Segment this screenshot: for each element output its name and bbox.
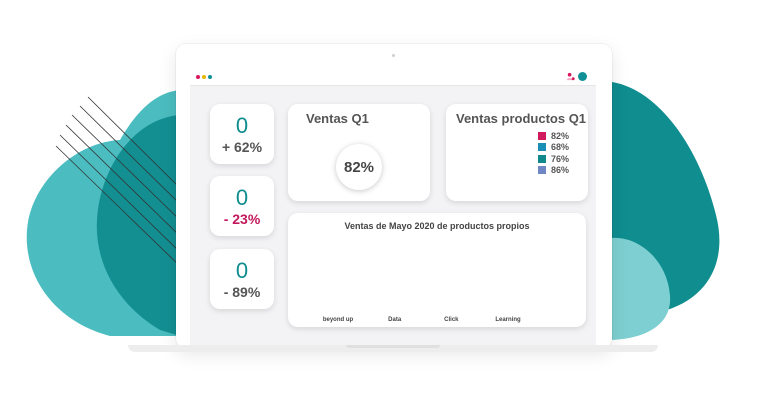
stat-card-1: 0 + 62%: [210, 104, 274, 164]
stat-value: 0: [235, 185, 249, 210]
ventas-q1-card: Ventas Q1 82%: [288, 104, 430, 201]
avatar-icon[interactable]: [578, 72, 587, 81]
legend-swatch: [538, 154, 546, 163]
stat-value: 0: [235, 113, 249, 138]
stat-change: + 62%: [221, 139, 263, 155]
stat-value: 0: [235, 258, 249, 283]
legend-label: 76%: [551, 153, 570, 164]
legend-swatch: [538, 143, 546, 152]
legend-label: 82%: [551, 130, 570, 141]
legend-label: 86%: [551, 165, 570, 176]
x-tick-label: Data: [388, 317, 402, 323]
window-dot-teal: [208, 75, 212, 79]
legend-label: 68%: [551, 142, 570, 153]
x-tick-label: beyond up: [323, 317, 354, 323]
legend-swatch: [538, 166, 546, 175]
card-title: Ventas productos Q1: [456, 111, 587, 126]
laptop-base: [128, 345, 658, 352]
stat-card-2: 0 - 23%: [210, 176, 274, 236]
legend: 82% 68% 76% 86%: [538, 130, 569, 176]
legend-item: 68%: [538, 142, 569, 154]
diagonal-lines: [55, 96, 185, 271]
user-notification-icon[interactable]: [566, 72, 575, 81]
chart-title: Ventas de Mayo 2020 de productos propios: [344, 221, 530, 231]
card-title: Ventas Q1: [306, 111, 369, 126]
x-tick-label: Learning: [495, 317, 521, 323]
camera-dot: [392, 54, 395, 57]
ventas-mayo-chart-card: Ventas de Mayo 2020 de productos propios…: [288, 213, 586, 327]
legend-item: 76%: [538, 153, 569, 165]
bar-chart: beyond up Data Click Learning: [323, 317, 521, 323]
window-dot-red: [196, 75, 200, 79]
legend-item: 82%: [538, 130, 569, 142]
window-dot-yellow: [202, 75, 206, 79]
dashboard-screen: 0 + 62% 0 - 23% 0 - 89% Ventas Q1 82% Ve…: [190, 66, 596, 348]
stat-change: - 89%: [223, 284, 261, 300]
legend-item: 86%: [538, 165, 569, 177]
gauge-indicator: 82%: [336, 144, 382, 190]
stat-change: - 23%: [223, 211, 261, 227]
legend-swatch: [538, 131, 546, 140]
ventas-productos-card: Ventas productos Q1 82% 68% 76% 86%: [446, 104, 588, 201]
stat-card-3: 0 - 89%: [210, 249, 274, 309]
laptop-notch: [346, 345, 440, 348]
x-tick-label: Click: [444, 317, 459, 323]
window-topbar: [190, 66, 596, 86]
right-blob-light: [612, 237, 671, 340]
